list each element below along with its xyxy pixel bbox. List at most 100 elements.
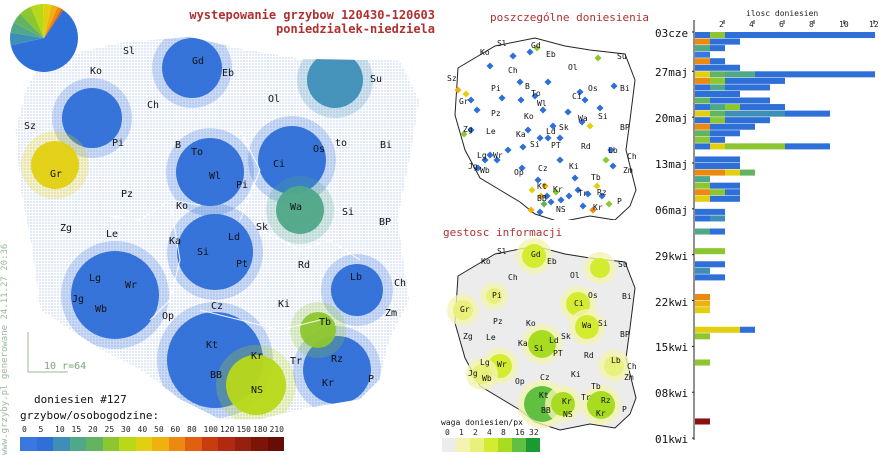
density-legend-title: waga doniesien/px <box>441 418 523 427</box>
city-label: Ch <box>394 278 407 289</box>
report-marker <box>534 176 542 184</box>
city-label: BB <box>537 194 547 203</box>
report-marker <box>579 202 587 210</box>
city-label: PT <box>551 141 561 150</box>
report-marker <box>578 118 586 126</box>
city-label: Pz <box>121 189 134 200</box>
timeline-bar <box>710 326 740 333</box>
timeline-date-label: 03cze <box>655 27 689 40</box>
density-legend-label: 1 <box>459 428 464 437</box>
city-label: Lg <box>477 151 487 160</box>
timeline-bar <box>710 228 725 235</box>
timeline-bar <box>695 136 710 143</box>
timeline-axis-label: 12 <box>869 20 879 29</box>
report-blob <box>152 36 232 108</box>
legend-swatch <box>234 437 251 451</box>
city-label: Eb <box>222 68 235 79</box>
legend-label: 50 <box>154 425 164 434</box>
legend-label: 60 <box>170 425 181 434</box>
timeline-bar <box>710 32 725 39</box>
city-label: Gd <box>531 41 541 50</box>
city-label: Ki <box>569 162 579 171</box>
timeline-bar <box>725 71 755 78</box>
city-label: Wa <box>582 321 592 330</box>
city-label: Su <box>370 74 383 85</box>
report-marker <box>596 104 604 112</box>
timeline-bar <box>710 110 725 117</box>
legend-swatch <box>53 437 70 451</box>
legend-label: 30 <box>121 425 131 434</box>
city-label: Si <box>197 247 210 258</box>
city-label: Si <box>342 207 355 218</box>
city-label: Ld <box>546 127 556 136</box>
density-blob <box>590 258 610 278</box>
report-marker <box>605 200 613 208</box>
city-label: Kt <box>206 340 219 351</box>
city-label: Rd <box>584 351 594 360</box>
timeline-bar <box>725 90 740 97</box>
report-marker <box>537 192 545 200</box>
city-label: Wl <box>537 99 547 108</box>
city-label: to <box>335 138 348 149</box>
city-label: Wr <box>125 280 138 291</box>
pie-slice <box>20 6 44 38</box>
timeline-bar <box>710 130 725 137</box>
city-label: P <box>622 405 627 414</box>
density-blob <box>604 356 624 376</box>
city-label: Zm <box>623 166 633 175</box>
legend-swatch <box>168 437 185 451</box>
report-marker <box>544 134 552 142</box>
report-blob <box>21 131 89 199</box>
report-marker <box>552 188 560 196</box>
legend-label: 0 <box>22 425 27 434</box>
density-blob <box>522 244 546 268</box>
density-legend-swatch <box>526 438 540 452</box>
legend-swatch <box>218 437 235 451</box>
timeline-bar <box>695 307 710 314</box>
city-label: Kr <box>251 351 264 362</box>
city-label: Ko <box>524 112 534 121</box>
timeline-bar <box>785 143 830 150</box>
timeline-bar <box>695 333 710 340</box>
city-label: Rz <box>601 396 611 405</box>
city-label: Ol <box>568 63 578 72</box>
pie-chart <box>10 3 78 72</box>
city-label: Lb <box>350 272 363 283</box>
city-label: Zg <box>463 332 473 341</box>
city-label: Kt <box>539 391 549 400</box>
report-marker <box>474 164 482 172</box>
density-legend-label: 8 <box>501 428 506 437</box>
timeline-bar <box>725 189 740 196</box>
report-count: doniesien #127 <box>34 393 127 406</box>
city-label: Lg <box>89 273 102 284</box>
density-blob <box>528 330 556 358</box>
timeline-date-label: 27maj <box>655 66 689 80</box>
pie-slice <box>44 4 58 39</box>
legend-label: 210 <box>269 425 284 434</box>
city-label: Tb <box>591 173 601 182</box>
city-label: Le <box>486 127 496 136</box>
timeline-bar <box>695 110 710 117</box>
city-label: Gr <box>50 169 63 180</box>
report-marker <box>609 162 617 170</box>
pie-slice <box>10 32 45 46</box>
city-label: Sz <box>24 121 37 132</box>
city-label: Ci <box>273 159 286 170</box>
city-label: Sl <box>497 39 507 48</box>
pie-slice <box>13 13 44 39</box>
report-marker <box>584 190 592 198</box>
density-panel-title: gestosc informacji <box>443 226 563 239</box>
report-marker <box>610 82 618 90</box>
city-label: Si <box>534 344 544 353</box>
city-label: Cz <box>211 301 224 312</box>
timeline-bar <box>710 64 740 71</box>
timeline-bar <box>725 182 740 189</box>
city-label: Sk <box>559 123 569 132</box>
report-marker <box>556 134 564 142</box>
city-label: NS <box>251 385 264 396</box>
timeline-bar <box>695 97 710 104</box>
legend-label: 100 <box>203 425 218 434</box>
timeline-axis-label: 8 <box>809 20 814 29</box>
city-label: Tr <box>581 393 591 402</box>
timeline-date-label: 29kwi <box>655 249 689 263</box>
